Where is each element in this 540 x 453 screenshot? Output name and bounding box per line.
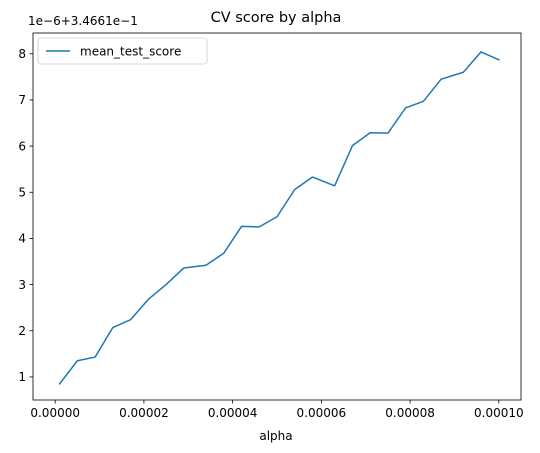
y-axis-offset-label: 1e−6+3.4661e−1 xyxy=(28,14,138,28)
x-tick-label: 0.00006 xyxy=(297,406,347,420)
x-tick-label: 0.00008 xyxy=(385,406,435,420)
y-tick-label: 2 xyxy=(18,324,26,338)
plot-area: 0.00000 0.00002 0.00004 0.00006 0.00008 0.000… xyxy=(18,32,524,420)
chart-title: CV score by alpha xyxy=(211,10,342,26)
legend-box xyxy=(37,37,208,65)
series-line-0 xyxy=(58,51,500,385)
y-tick-label: 5 xyxy=(18,186,26,200)
y-tick-label: 8 xyxy=(18,47,26,61)
y-tick-label: 3 xyxy=(18,278,26,292)
x-tick-label: 0.00004 xyxy=(208,406,258,420)
x-axis-label: alpha xyxy=(259,429,292,443)
legend: mean_test_score xyxy=(37,37,208,65)
legend-label: mean_test_score xyxy=(80,44,181,58)
y-tick-label: 1 xyxy=(18,370,26,384)
x-tick-label: 0.00002 xyxy=(119,406,169,420)
x-tick-label: 0.00010 xyxy=(474,406,524,420)
y-tick-label: 7 xyxy=(18,93,26,107)
x-tick-label: 0.00000 xyxy=(30,406,80,420)
axes-frame xyxy=(32,32,522,401)
y-tick-label: 4 xyxy=(18,232,26,246)
y-tick-label: 6 xyxy=(18,139,26,153)
